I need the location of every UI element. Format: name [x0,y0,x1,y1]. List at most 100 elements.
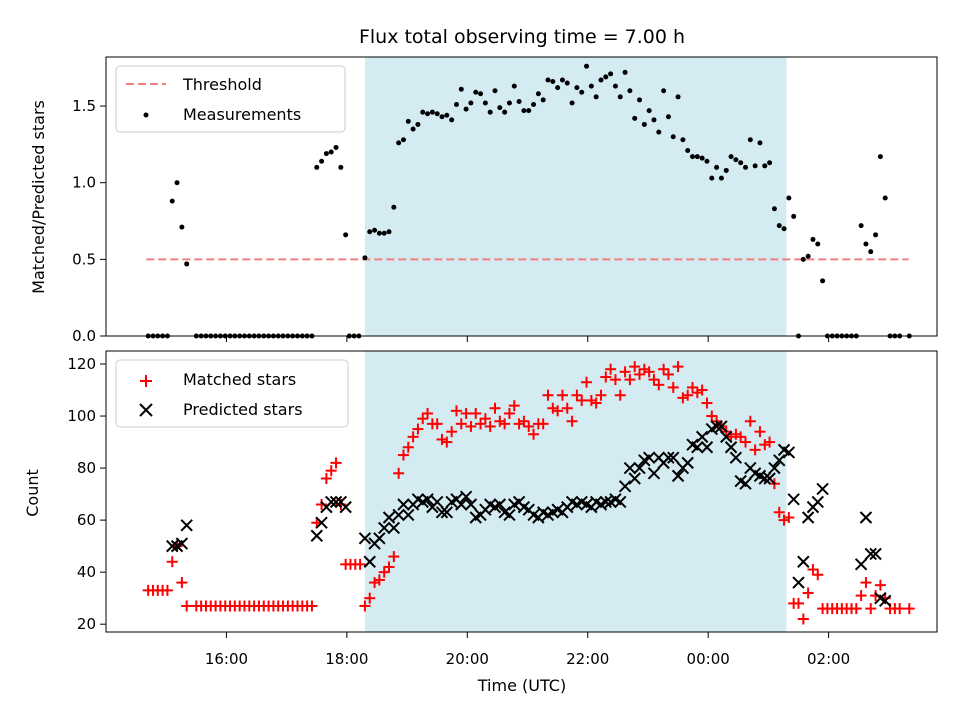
measurement-point [699,155,705,161]
predicted-star-point [387,521,401,535]
measurement-point [396,140,402,146]
matched-star-point [677,392,689,404]
measurement-point [516,98,522,104]
matched-star-point [773,506,785,518]
legend-threshold-label: Threshold [182,75,262,94]
measurement-point [767,160,773,166]
predicted-star-point [180,519,193,532]
matched-star-point [634,368,646,380]
bottom-legend: Matched stars Predicted stars [115,359,349,428]
predicted-star-point [628,472,641,485]
predicted-star-point [614,495,627,509]
measurement-point [805,253,811,259]
x-tick-label: 18:00 [325,650,368,668]
measurement-point [386,229,392,235]
measurement-point [800,256,806,262]
measurement-point [786,195,792,201]
matched-star-point [523,420,535,432]
matched-star-point [764,436,776,448]
measurement-point [637,97,643,103]
predicted-star-point [859,511,873,524]
measurement-point [169,198,175,204]
matched-star-point [176,577,188,589]
bottom-panel: 20 40 60 80 100 120 16:00 18:00 20:00 22:00 00:00… [23,350,938,695]
predicted-star-point [310,529,323,542]
predicted-star-point [768,461,781,475]
predicted-star-point [691,441,704,454]
matched-star-point [537,418,549,430]
measurement-point [463,106,469,112]
measurement-point [526,108,532,114]
predicted-star-point [700,441,714,454]
predicted-star-point [720,430,733,444]
matched-star-point [470,407,482,419]
measurement-point [579,89,585,95]
measurement-point [376,230,382,236]
measurement-point [410,126,416,132]
predicted-star-point [854,558,868,571]
measurement-point [781,226,787,232]
predicted-star-point [758,472,771,485]
predicted-star-point [440,506,454,519]
matched-star-point [778,514,790,526]
measurement-point [343,232,349,238]
matched-star-point [359,600,371,612]
predicted-star-point [667,451,680,464]
matched-star-point [600,371,612,383]
measurement-point [617,94,623,100]
matched-star-point [744,415,756,427]
matched-star-point [797,613,809,625]
legend-predicted-label: Predicted stars [183,400,303,419]
predicted-star-point [377,521,391,535]
predicted-star-point [166,539,179,553]
matched-star-point [528,428,540,440]
predicted-star-point [435,506,449,519]
matched-star-point [373,574,385,586]
matched-star-point [181,600,193,612]
y-tick-label: 1.0 [72,174,96,192]
matched-star-point [417,413,429,425]
measurement-point [661,88,667,94]
predicted-star-point [464,498,478,511]
predicted-star-point [681,456,694,470]
measurement-point [709,175,715,181]
measurement-point [646,108,652,114]
predicted-star-point [421,493,434,506]
predicted-star-point [864,547,877,561]
y-tick-label: 120 [67,355,96,373]
predicted-star-point [455,498,468,511]
matched-star-point [388,551,400,563]
predicted-star-point [662,451,675,464]
measurement-point [328,149,334,155]
predicted-stars-points [166,420,892,607]
measurement-point [723,167,729,173]
measurement-point [632,115,638,121]
y-tick-label: 1.5 [72,97,96,115]
matched-star-point [672,361,684,373]
y-tick-label: 100 [67,407,96,425]
matched-star-point [605,363,617,375]
measurement-point [743,164,749,170]
measurement-point [752,163,758,169]
predicted-star-point [358,532,372,545]
predicted-star-point [503,508,516,522]
measurement-point [858,223,864,229]
measurement-point [400,137,406,143]
measurement-point [873,232,879,238]
predicted-star-point [373,532,386,545]
matched-star-point [436,433,448,445]
measurement-point [425,111,431,117]
measurement-point [478,91,484,97]
measurement-point [651,117,657,123]
measurement-point [733,157,739,163]
matched-star-point [412,423,424,435]
measurement-point [685,148,691,154]
measurement-point [381,230,387,236]
measurement-point [531,102,537,108]
x-tick-label: 22:00 [566,650,609,668]
matched-star-point [585,394,597,406]
matched-star-point [354,558,366,570]
top-legend: Threshold Measurements [115,65,346,133]
matched-star-point [614,389,626,401]
bottom-x-ticks: 16:00 18:00 20:00 22:00 00:00 02:00 [205,632,850,668]
